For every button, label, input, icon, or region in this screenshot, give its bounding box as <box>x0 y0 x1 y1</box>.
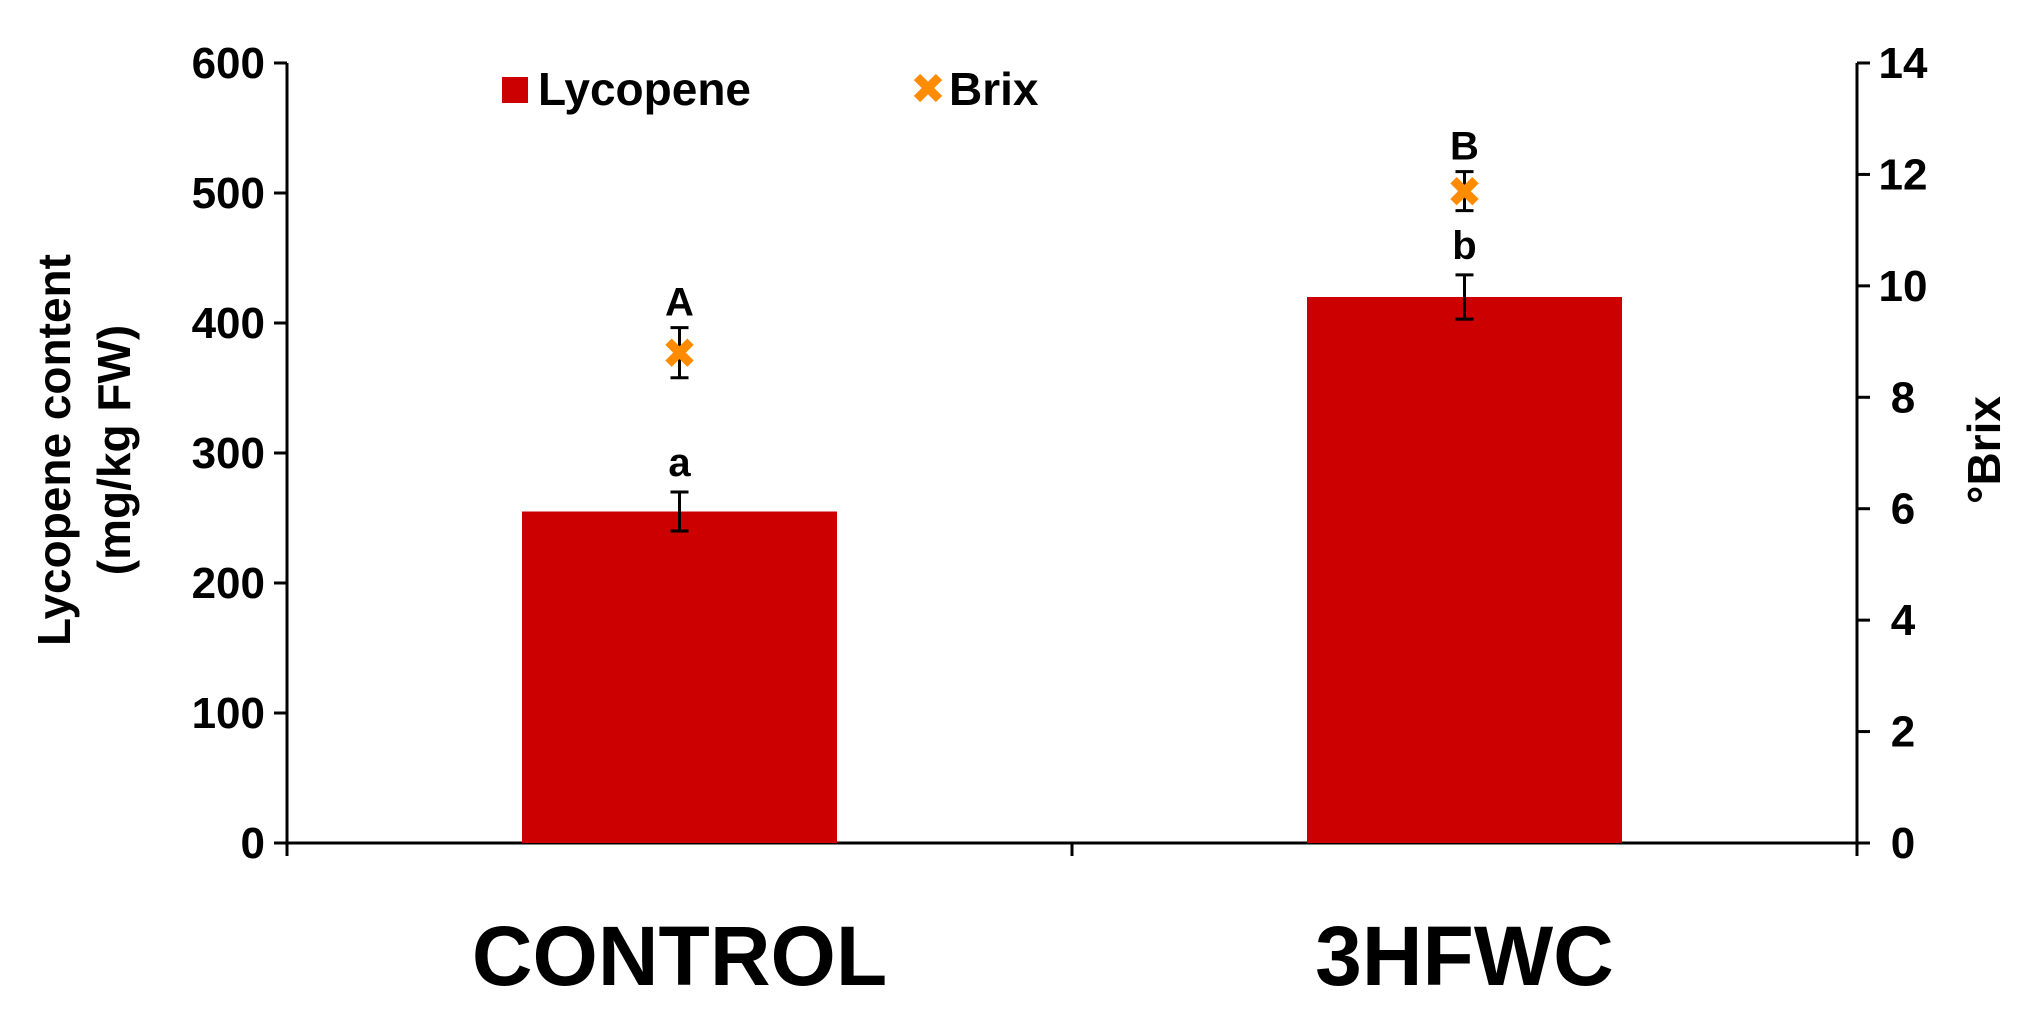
x-category-label-control: CONTROL <box>472 909 887 1003</box>
brix-marker-control <box>665 338 694 367</box>
axes: 0 100 200 300 400 500 600 0 2 4 6 8 10 12 14 CONTROL 3HF… <box>192 39 1928 1003</box>
legend-marker-brix <box>913 73 943 103</box>
bar-error-3hfwc <box>1455 273 1474 321</box>
brix-sig-label-3hfwc: B <box>1450 125 1479 169</box>
y-left-tick-label-600: 600 <box>192 39 265 88</box>
x-category-label-3hfwc: 3HFWC <box>1315 909 1614 1003</box>
brix-marker-control-stroke-b <box>665 338 694 367</box>
bar-control <box>522 511 837 843</box>
bar-sig-label-3hfwc: b <box>1452 224 1476 268</box>
y-right-tick-label-12: 12 <box>1879 150 1928 199</box>
y-right-tick-label-4: 4 <box>1891 596 1916 645</box>
y-left-tick-label-0: 0 <box>241 819 265 868</box>
brix-marker-3hfwc-stroke-b <box>1450 176 1479 206</box>
markers: AB <box>665 125 1479 380</box>
y-left-tick-label-300: 300 <box>192 429 265 478</box>
bar-3hfwc <box>1307 297 1622 843</box>
brix-sig-label-control: A <box>665 281 694 325</box>
y-right-title: °Brix <box>1958 396 2010 504</box>
y-left-title-line1: Lycopene content <box>28 254 80 646</box>
bar-error-control <box>670 490 689 533</box>
legend-label-lycopene: Lycopene <box>538 63 751 115</box>
y-right-tick-label-2: 2 <box>1891 708 1915 757</box>
y-left-tick-label-200: 200 <box>192 559 265 608</box>
y-right-tick-label-0: 0 <box>1891 819 1915 868</box>
y-right-tick-label-6: 6 <box>1891 485 1915 534</box>
bar-sig-label-control: a <box>668 441 691 485</box>
bars: ab <box>522 224 1622 843</box>
legend-label-brix: Brix <box>949 63 1039 115</box>
axis-titles: Lycopene content (mg/kg FW) °Brix <box>28 254 2010 646</box>
y-right-tick-label-14: 14 <box>1879 39 1928 88</box>
y-left-tick-label-100: 100 <box>192 689 265 738</box>
legend: Lycopene Brix <box>502 63 1039 115</box>
legend-swatch-brix <box>913 73 943 103</box>
legend-swatch-lycopene <box>502 77 528 103</box>
y-right-tick-label-8: 8 <box>1891 373 1915 422</box>
y-right-tick-label-10: 10 <box>1879 262 1928 311</box>
y-left-tick-label-500: 500 <box>192 169 265 218</box>
y-left-title-line2: (mg/kg FW) <box>88 325 140 575</box>
legend-marker-brix-stroke-b <box>913 73 943 103</box>
brix-marker-3hfwc <box>1450 176 1479 206</box>
y-left-tick-label-400: 400 <box>192 299 265 348</box>
